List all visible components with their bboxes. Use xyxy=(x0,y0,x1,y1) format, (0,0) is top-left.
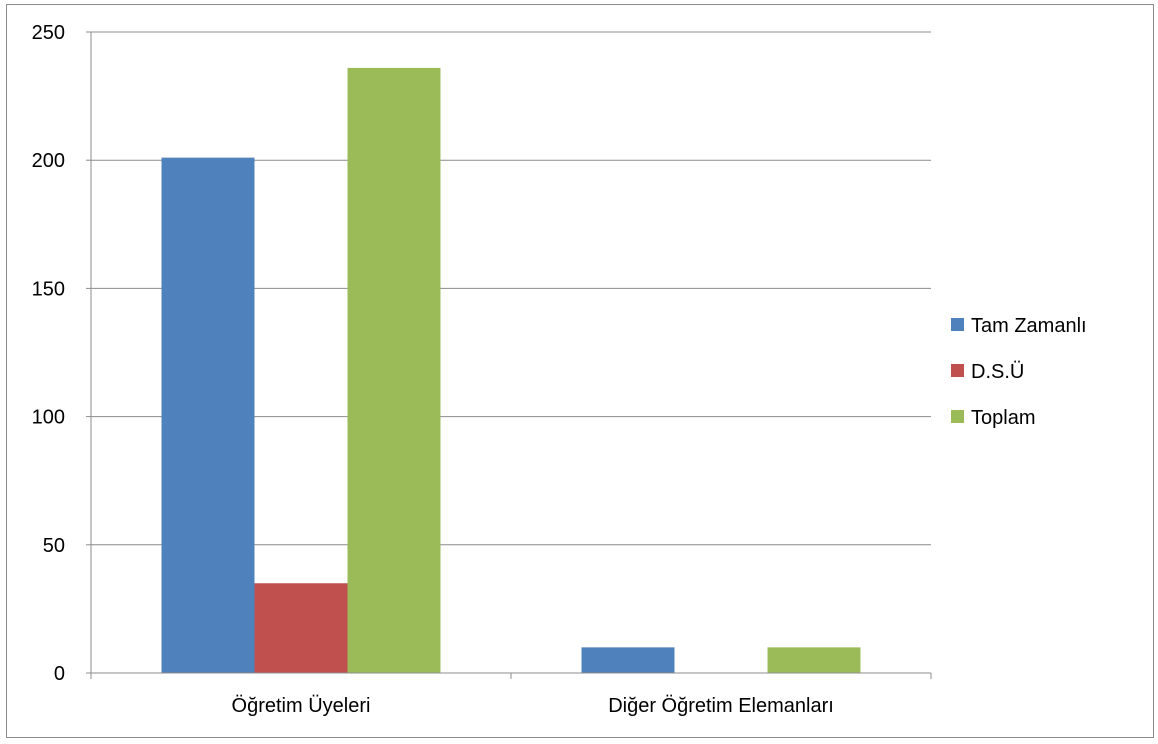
y-tick-label: 150 xyxy=(32,278,65,300)
legend-item: Toplam xyxy=(951,407,1035,429)
legend-item: D.S.Ü xyxy=(951,361,1024,383)
legend: Tam Zamanlı D.S.Ü Toplam xyxy=(951,315,1087,429)
y-tick-labels: 0 50 100 150 200 250 xyxy=(32,22,65,685)
legend-label: D.S.Ü xyxy=(971,361,1024,383)
x-tick-label: Öğretim Üyeleri xyxy=(232,695,371,717)
legend-swatch xyxy=(951,318,964,331)
bar xyxy=(767,647,861,673)
legend-swatch xyxy=(951,410,964,423)
legend-item: Tam Zamanlı xyxy=(951,315,1087,337)
bar-chart: 0 50 100 150 200 250 Öğretim Üyeleri Diğer Öğr… xyxy=(32,22,1087,717)
y-tick-label: 200 xyxy=(32,150,65,172)
x-tick-labels: Öğretim Üyeleri Diğer Öğretim Elemanları xyxy=(232,695,834,717)
legend-label: Toplam xyxy=(971,407,1035,429)
y-tick-label: 250 xyxy=(32,22,65,44)
bar xyxy=(581,647,675,673)
x-tick-label: Diğer Öğretim Elemanları xyxy=(608,695,834,717)
chart-frame: 0 50 100 150 200 250 Öğretim Üyeleri Diğer Öğr… xyxy=(6,4,1154,738)
axes xyxy=(86,31,932,679)
y-tick-label: 100 xyxy=(32,407,65,429)
bar xyxy=(254,583,348,673)
bar xyxy=(347,67,441,673)
legend-label: Tam Zamanlı xyxy=(971,315,1087,337)
legend-swatch xyxy=(951,364,964,377)
bar xyxy=(161,157,255,674)
y-tick-label: 50 xyxy=(43,535,65,557)
y-tick-label: 0 xyxy=(54,663,65,685)
bars xyxy=(161,67,861,674)
